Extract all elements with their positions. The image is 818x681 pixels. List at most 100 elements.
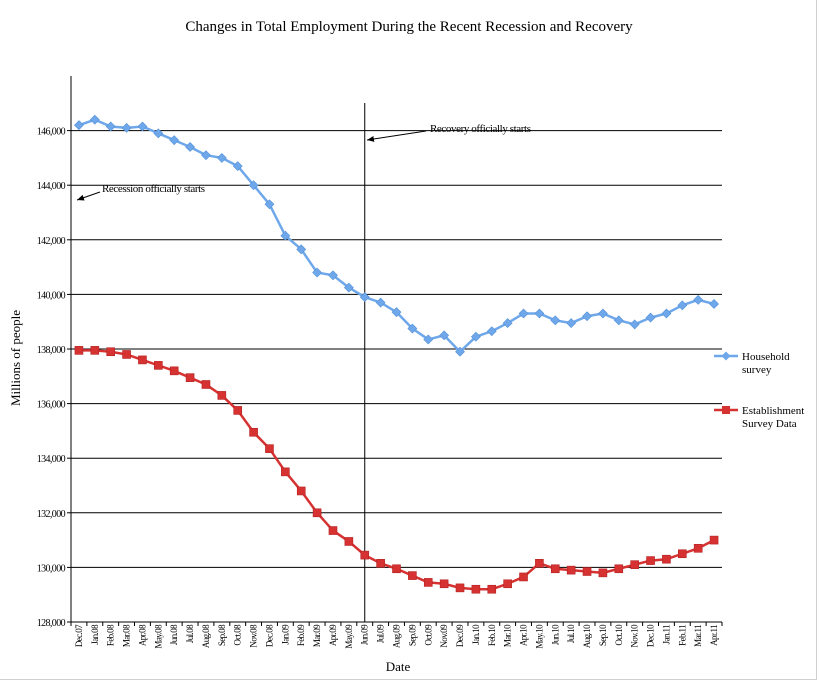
data-point [105, 121, 116, 132]
y-tick-label: 146,000 [37, 127, 66, 138]
data-point [296, 486, 306, 496]
data-point [137, 121, 148, 132]
data-point [518, 308, 529, 319]
grid-lines [71, 103, 722, 622]
x-tick-label: Jun.09 [360, 624, 370, 645]
data-point [597, 308, 608, 319]
recovery-annotation: Recovery officially starts [430, 123, 531, 135]
data-point [470, 331, 481, 342]
y-tick-label: 136,000 [37, 400, 66, 411]
x-tick-label: Mar.10 [503, 624, 513, 647]
x-tick-label: Dec.09 [455, 624, 465, 647]
data-point [360, 550, 370, 560]
data-point [613, 315, 624, 326]
x-tick-label: Jun.10 [550, 624, 560, 645]
data-point [566, 318, 577, 328]
x-tick-label: Apr.11 [709, 625, 719, 646]
x-tick-label: Oct.08 [233, 624, 243, 646]
data-point [423, 334, 434, 345]
data-point [486, 326, 497, 337]
data-point [709, 535, 719, 545]
data-point [407, 323, 418, 334]
y-tick-label: 142,000 [37, 236, 66, 247]
data-point [661, 308, 672, 319]
legend: Household survey Establishment Survey Data [714, 351, 804, 430]
data-point [121, 122, 132, 133]
y-tick-label: 130,000 [37, 563, 66, 574]
data-point [169, 366, 179, 376]
data-point [106, 347, 115, 357]
x-tick-label: Apr.10 [519, 624, 529, 646]
data-point [471, 584, 481, 594]
legend-marker [722, 406, 730, 414]
x-tick-label: Jan.10 [471, 624, 481, 645]
data-point [281, 467, 290, 477]
series-layer [74, 114, 719, 594]
x-tick-label: Apr.08 [137, 624, 147, 646]
x-tick-label: Aug.09 [392, 624, 402, 648]
data-point [550, 315, 561, 326]
data-point [709, 299, 719, 309]
data-point [645, 312, 656, 323]
x-tick-label: May.10 [534, 624, 544, 649]
x-tick-label: Oct.09 [423, 624, 433, 646]
data-point [630, 560, 639, 569]
data-point [646, 556, 655, 565]
data-point [169, 135, 180, 146]
data-point [185, 373, 195, 382]
x-tick-label: Dec.10 [646, 624, 656, 647]
x-tick-label: May.08 [153, 624, 163, 649]
chart-title: Changes in Total Employment During the R… [185, 19, 633, 35]
y-tick-label: 138,000 [37, 345, 66, 356]
data-point [503, 579, 512, 589]
data-point [280, 230, 291, 241]
data-point [376, 559, 385, 568]
data-point [217, 391, 227, 400]
data-point [74, 120, 84, 131]
data-point [138, 355, 147, 365]
x-tick-label: Jan.08 [90, 624, 100, 645]
data-point [439, 330, 450, 341]
x-tick-label: Feb.11 [677, 625, 687, 646]
data-point [328, 526, 338, 535]
x-tick-label: Sep.08 [217, 624, 227, 646]
x-tick-label: Jan.09 [280, 624, 290, 645]
data-point [534, 308, 545, 319]
x-tick-label: Mar.11 [693, 625, 703, 647]
data-point [519, 572, 528, 582]
data-point [391, 307, 402, 318]
x-tick-label: Feb.10 [487, 624, 497, 646]
data-point [344, 537, 354, 546]
data-point [677, 300, 688, 311]
recession-arrow [76, 191, 101, 201]
data-point [487, 584, 497, 594]
data-point [629, 319, 640, 330]
data-point [678, 549, 687, 559]
x-axis-title: Date [386, 659, 411, 674]
x-tick-label: Feb.09 [296, 624, 306, 646]
y-tick-label: 144,000 [37, 181, 66, 192]
x-tick-label: Nov.09 [439, 624, 449, 648]
recession-annotation: Recession officially starts [102, 183, 205, 195]
data-point [614, 564, 624, 574]
data-point [90, 346, 100, 355]
y-axis-title: Millions of people [8, 310, 23, 406]
axes: 128,000 130,000 132,000 134,000 136,000 138,0… [37, 76, 723, 649]
x-tick-label: Sep.09 [407, 624, 417, 646]
x-tick-label: Aug.08 [201, 624, 211, 648]
data-point [598, 568, 608, 578]
data-point [312, 508, 322, 518]
data-point [439, 579, 449, 589]
annotations: Recession officially starts Recovery offi… [76, 123, 531, 201]
data-point [201, 380, 211, 389]
y-tick-label: 140,000 [37, 290, 66, 301]
data-point [233, 406, 243, 415]
x-tick-label: Nov.10 [630, 624, 640, 648]
data-point [582, 311, 592, 322]
x-tick-label: Feb.08 [106, 624, 116, 646]
data-point [343, 282, 354, 293]
x-tick-label: Dec.07 [74, 624, 84, 647]
data-point [328, 270, 338, 281]
data-point [249, 427, 258, 437]
y-tick-label: 132,000 [37, 509, 66, 520]
